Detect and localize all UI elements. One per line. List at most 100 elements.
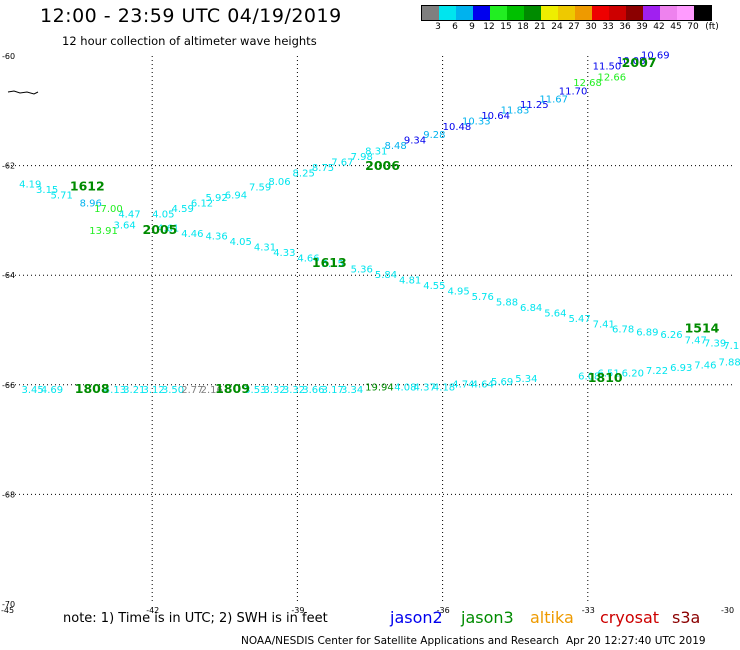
wave-height-value: 6.78: [612, 325, 634, 336]
wave-height-value: 3.45: [22, 385, 44, 396]
longitude-label: -30: [721, 606, 734, 615]
wave-height-value: 10.69: [641, 51, 670, 62]
legend-swatch: [626, 6, 643, 20]
legend-tick-label: 45: [670, 22, 682, 32]
legend-unit: (ft): [705, 22, 719, 32]
legend-swatch: [592, 6, 609, 20]
wave-height-value: 10.64: [481, 111, 510, 122]
wave-height-value: 4.19: [19, 180, 41, 191]
wave-height-value: 3.32: [283, 385, 305, 396]
wave-height-value: 6.94: [225, 190, 247, 201]
longitude-label: -42: [146, 606, 159, 615]
wave-height-value: 5.84: [375, 270, 397, 281]
wave-height-value: 8.96: [80, 199, 102, 210]
satellite-cryosat: cryosat: [600, 608, 660, 627]
wave-height-value: 4.95: [447, 286, 469, 297]
wave-height-value: 3.15: [36, 185, 58, 196]
wave-height-value: 11.50: [593, 62, 622, 73]
legend-swatch: [524, 6, 541, 20]
wave-height-value: 7.88: [718, 358, 740, 369]
wave-height-value: 4.47: [118, 210, 140, 221]
page-title: 12:00 - 23:59 UTC 04/19/2019: [40, 5, 342, 27]
wave-height-value: 11.70: [559, 86, 588, 97]
wave-height-value: 3.64: [113, 221, 135, 232]
coastline-fragment: [7, 90, 39, 95]
wave-height-value: 5.88: [496, 297, 518, 308]
legend-tick-label: 70: [687, 22, 699, 32]
legend-tick-label: 12: [483, 22, 495, 32]
wave-height-value: 6.26: [660, 330, 682, 341]
legend-swatch: [609, 6, 626, 20]
wave-height-value: 8.06: [268, 177, 290, 188]
latitude-label: -62: [2, 162, 15, 171]
wave-height-value: 13.91: [89, 226, 118, 237]
pass-time-label: 1809: [215, 381, 250, 396]
wave-height-value: 9.28: [423, 130, 445, 141]
wave-height-value: 4.31: [254, 243, 276, 254]
legend-swatch: [456, 6, 473, 20]
longitude-label: -45: [1, 606, 14, 615]
wave-height-value: 8.75: [312, 163, 334, 174]
legend-swatch: [677, 6, 694, 20]
color-legend: 3 6 9 12 15 18 21 24 27 30 33 36 39 42 45 70 (ft): [421, 5, 719, 35]
wave-height-value: 4.81: [399, 275, 421, 286]
legend-tick-label: 42: [653, 22, 665, 32]
legend-tick-label: 33: [602, 22, 614, 32]
legend-swatches: [421, 5, 712, 21]
satellite-s3a: s3a: [672, 608, 701, 627]
longitude-label: -36: [437, 606, 450, 615]
legend-swatch: [643, 6, 660, 20]
legend-swatch: [490, 6, 507, 20]
wave-height-value: 6.84: [520, 303, 542, 314]
latitude-label: -60: [2, 52, 15, 61]
satellite-jason3: jason3: [461, 608, 514, 627]
wave-height-value: 4.37: [414, 382, 436, 393]
wave-height-value: 3.50: [162, 385, 184, 396]
wave-height-value: 6.20: [622, 369, 644, 380]
wave-height-value: 4.74: [452, 380, 474, 391]
wave-height-value: 3.17: [322, 385, 344, 396]
wave-height-value: 4.05: [152, 210, 174, 221]
legend-swatch: [439, 6, 456, 20]
wave-height-value: 3.21: [123, 385, 145, 396]
longitude-label: -33: [582, 606, 595, 615]
wave-height-value: 12.68: [573, 78, 602, 89]
axis-labels: -60 -62 -64 -66 -68 -70-45 -42 -39 -36 -33 -30: [1, 52, 734, 615]
pass-time-label: 2006: [365, 158, 400, 173]
satellite-jason2: jason2: [390, 608, 443, 627]
wave-height-value: 7.98: [351, 152, 373, 163]
wave-height-value: 4.08: [394, 382, 416, 393]
wave-height-value: 6.93: [670, 363, 692, 374]
legend-tick-label: 27: [568, 22, 580, 32]
legend-swatch: [558, 6, 575, 20]
wave-height-value: 3.53: [244, 385, 266, 396]
legend-tick-label: 6: [452, 22, 458, 32]
legend-tick-label: 24: [551, 22, 563, 32]
wave-height-value: 5.47: [568, 314, 590, 325]
wave-height-value: 4.18: [433, 382, 455, 393]
pass-time-labels: 1612 2006 2007 2005 1613 1514 1808 1809 1810: [70, 55, 720, 396]
latitude-label: -68: [2, 490, 15, 499]
legend-tick-label: 30: [585, 22, 597, 32]
wave-height-value: 8.48: [385, 141, 407, 152]
wave-height-value: 5.64: [544, 308, 566, 319]
wave-height-value: 6.89: [636, 327, 658, 338]
wave-height-value: 10.08: [617, 56, 646, 67]
satellite-altika: altika: [530, 608, 574, 627]
legend-tick-label: 18: [517, 22, 529, 32]
pass-time-label: 1808: [75, 381, 110, 396]
wave-height-value: 5.76: [472, 292, 494, 303]
legend-swatch: [507, 6, 524, 20]
wave-height-value: 6.08: [578, 371, 600, 382]
wave-height-value: 12.66: [597, 73, 626, 84]
latitude-label: -70: [2, 600, 15, 609]
legend-tick-label: 39: [636, 22, 648, 32]
wave-height-value: 4.66: [297, 254, 319, 265]
wave-height-value: 7.22: [646, 366, 668, 377]
footnote: note: 1) Time is in UTC; 2) SWH is in fe…: [63, 611, 328, 626]
pass-time-label: 2007: [622, 55, 657, 70]
longitude-label: -39: [291, 606, 304, 615]
wave-height-value: 4.55: [423, 281, 445, 292]
wave-height-value: 5.34: [515, 374, 537, 385]
wave-height-value: 11.83: [501, 106, 530, 117]
